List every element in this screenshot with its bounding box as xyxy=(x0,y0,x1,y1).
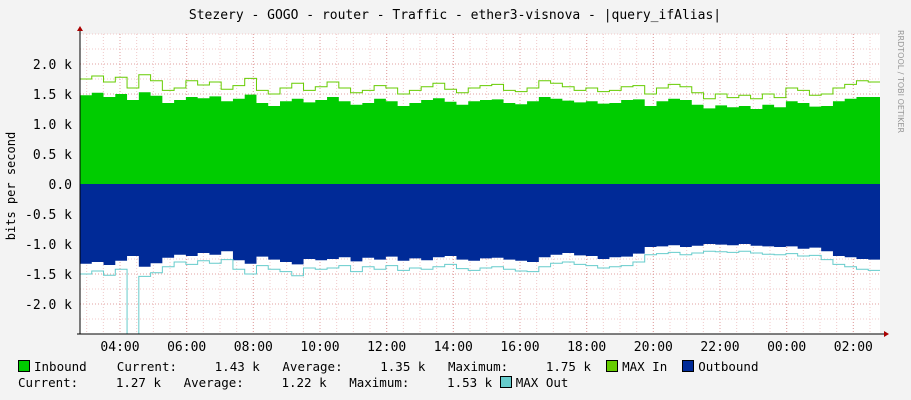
legend-row-1: Inbound Current: 1.43 k Average: 1.35 k … xyxy=(18,359,911,374)
legend-inbound-average-label: Average: xyxy=(282,359,343,374)
y-tick-label: -1.0 k xyxy=(25,238,72,253)
legend-outbound-current: 1.27 k xyxy=(115,375,162,390)
y-tick-label: 0.5 k xyxy=(33,148,72,163)
series-layer xyxy=(80,74,880,335)
x-tick-label: 14:00 xyxy=(434,340,473,355)
legend-inbound-current-label: Current: xyxy=(116,359,178,374)
y-tick-labels: 2.0 k 1.5 k 1.0 k 0.5 k 0.0 -0.5 k -1.0 k -1.5 … xyxy=(25,58,72,313)
y-tick-label: 1.5 k xyxy=(33,88,72,103)
x-tick-label: 02:00 xyxy=(834,340,873,355)
rrdtool-watermark: RRDTOOL / TOBI OETIKER xyxy=(896,30,905,133)
x-tick-label: 12:00 xyxy=(367,340,406,355)
legend-row-2: Current: 1.27 k Average: 1.22 k Maximum:… xyxy=(18,375,911,390)
y-axis-label: bits per second xyxy=(4,132,18,240)
inbound-swatch xyxy=(18,360,30,372)
legend-outbound-name: Outbound xyxy=(698,359,759,374)
y-tick-label: -1.5 k xyxy=(25,268,72,283)
y-tick-label: -2.0 k xyxy=(25,298,72,313)
max-in-line xyxy=(80,74,880,100)
outbound-area xyxy=(80,184,880,267)
x-tick-label: 00:00 xyxy=(767,340,806,355)
x-tick-label: 08:00 xyxy=(234,340,273,355)
y-tick-label: 2.0 k xyxy=(33,58,72,73)
y-tick-label: 1.0 k xyxy=(33,118,72,133)
legend-outbound-maximum-label: Maximum: xyxy=(349,375,410,390)
x-tick-label: 20:00 xyxy=(634,340,673,355)
legend-outbound-average-label: Average: xyxy=(183,375,244,390)
legend-outbound-maximum: 1.53 k xyxy=(447,375,493,390)
x-tick-label: 16:00 xyxy=(500,340,539,355)
legend-inbound-current: 1.43 k xyxy=(214,359,260,374)
axes xyxy=(77,26,889,337)
legend-max-out-name: MAX Out xyxy=(515,375,569,390)
max-out-swatch xyxy=(499,376,512,388)
x-tick-labels: 04:00 06:00 08:00 10:00 12:00 14:00 16:00 18:00… xyxy=(100,340,872,355)
legend-inbound-maximum-label: Maximum: xyxy=(447,359,509,374)
legend-outbound-average: 1.22 k xyxy=(281,375,327,390)
y-tick-label: -0.5 k xyxy=(25,208,72,223)
x-tick-label: 06:00 xyxy=(167,340,206,355)
chart-title: Stezery - GOGO - router - Traffic - ethe… xyxy=(189,8,721,23)
outbound-swatch xyxy=(682,360,695,372)
y-axis-arrow xyxy=(77,26,83,31)
legend-inbound-average: 1.35 k xyxy=(380,359,426,374)
max-in-swatch xyxy=(606,360,619,372)
x-tick-label: 04:00 xyxy=(100,340,139,355)
legend-outbound-current-label: Current: xyxy=(18,375,79,390)
y-tick-label: 0.0 xyxy=(49,178,72,193)
x-tick-label: 18:00 xyxy=(567,340,606,355)
x-tick-label: 22:00 xyxy=(700,340,739,355)
max-out-line xyxy=(80,250,880,335)
inbound-area xyxy=(80,92,880,184)
x-tick-label: 10:00 xyxy=(300,340,339,355)
legend-inbound-maximum: 1.75 k xyxy=(545,359,591,374)
x-axis-arrow xyxy=(884,331,889,337)
legend-inbound-name: Inbound xyxy=(34,359,87,374)
legend-max-in-name: MAX In xyxy=(622,359,668,374)
